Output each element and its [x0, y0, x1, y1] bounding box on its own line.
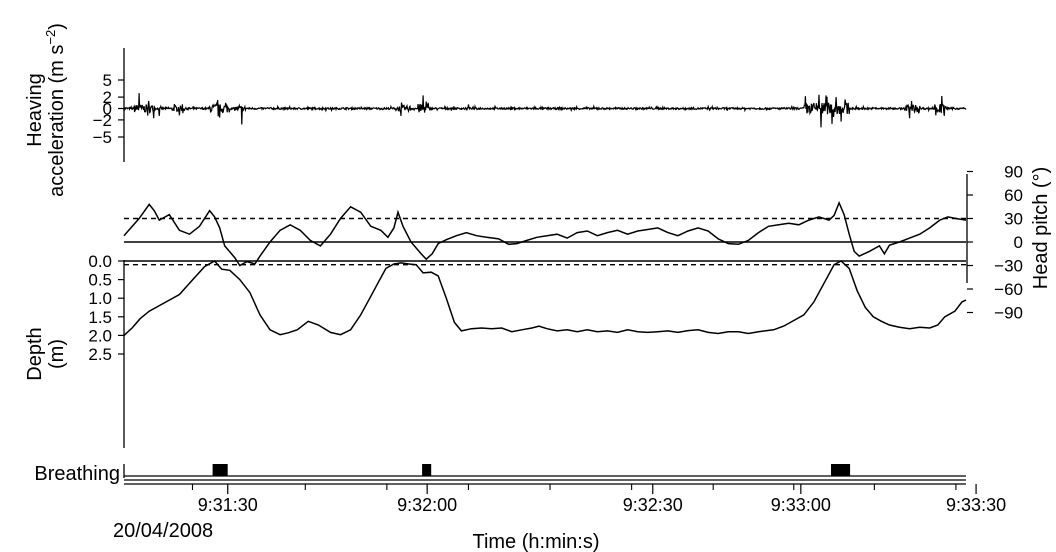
breathing-events [212, 464, 851, 476]
accel-ylabel-line1: Heaving [24, 73, 46, 146]
pitch-tick-label: 0 [1014, 233, 1023, 252]
depth-y-ticks: 0.00.51.01.52.02.5 [88, 252, 124, 364]
panel-head-pitch: 90 60 30 0 −30 −60 −90 Head pitch (°) [123, 163, 1052, 323]
breathing-event-bar [422, 464, 432, 476]
accel-ylabel-sup: −2 [43, 30, 58, 45]
depth-tick-label: 2.5 [88, 345, 112, 364]
pitch-tick-label: −60 [994, 280, 1023, 299]
depth-tick-label: 1.0 [88, 289, 112, 308]
pitch-tick-label: −90 [994, 304, 1023, 323]
time-tick-label: 9:32:00 [397, 495, 457, 515]
pitch-y-ticks: 90 60 30 0 −30 −60 −90 [967, 163, 1023, 323]
accel-ylabel: Heaving [24, 73, 46, 146]
breathing-event-bar [831, 464, 851, 476]
panel-heaving-acceleration: 520−2−5 Heaving acceleration (m s−2) [24, 23, 967, 197]
depth-tick-label: 2.0 [88, 326, 112, 345]
pitch-tick-label: 30 [1004, 210, 1023, 229]
date-label: 20/04/2008 [113, 520, 213, 542]
depth-tick-label: 1.5 [88, 308, 112, 327]
time-tick-label: 9:32:30 [623, 495, 683, 515]
accel-tick-label: 2 [103, 88, 112, 107]
accel-y-ticks: 520−2−5 [93, 71, 124, 147]
pitch-ylabel: Head pitch (°) [1030, 167, 1052, 290]
breathing-event-bar [212, 464, 228, 476]
breathing-label: Breathing [34, 463, 120, 485]
depth-ylabel-line1: Depth [24, 327, 46, 380]
accel-ylabel-2: acceleration (m s−2) [43, 23, 68, 197]
panel-depth: 0.00.51.01.52.02.5 Depth (m) [24, 252, 967, 448]
time-tick-label: 9:33:00 [771, 495, 831, 515]
pitch-tick-label: −30 [994, 257, 1023, 276]
time-axis: 9:31:30 9:32:00 9:32:30 9:33:00 9:33:30 20/0… [113, 479, 1006, 552]
time-tick-label: 9:33:30 [946, 495, 1006, 515]
accel-tick-label: 5 [103, 71, 112, 90]
time-axis-title: Time (h:min:s) [472, 531, 599, 552]
time-ticks: 9:31:30 9:32:00 9:32:30 9:33:00 9:33:30 [191, 484, 1006, 515]
accel-tick-label: −2 [93, 111, 112, 130]
depth-tick-label: 0.0 [88, 252, 112, 271]
pitch-tick-label: 90 [1004, 163, 1023, 182]
pitch-series-line [123, 200, 967, 267]
panel-breathing: Breathing [34, 463, 966, 485]
accel-tick-label: 0 [103, 100, 112, 119]
accel-series-line [123, 93, 967, 128]
depth-ylabel-line2: (m) [46, 339, 68, 369]
accel-ylabel-end: ) [46, 23, 68, 30]
accel-ylabel-line2: acceleration (m s [46, 45, 68, 197]
depth-series-line [123, 260, 967, 336]
pitch-tick-label: 60 [1004, 186, 1023, 205]
accel-tick-label: −5 [93, 128, 112, 147]
depth-tick-label: 0.5 [88, 271, 112, 290]
time-tick-label: 9:31:30 [198, 495, 258, 515]
